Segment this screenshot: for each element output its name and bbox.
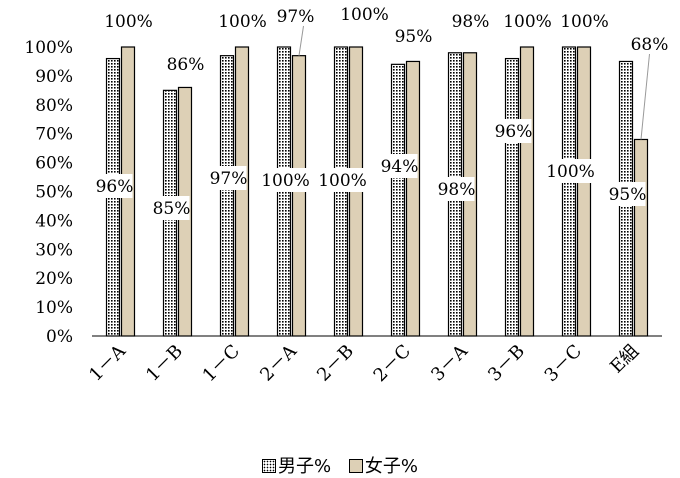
leader-line [299,26,304,56]
bar-female [293,56,306,336]
x-tick-label: 1－B [142,341,187,386]
leader-line [641,54,650,139]
x-tick-label: 2－B [313,341,358,386]
data-label-male: 85% [153,199,191,219]
x-tick-label: 2－A [256,340,302,386]
bar-male [506,59,519,336]
data-label-male: 97% [210,169,248,189]
data-label-female: 97% [277,7,315,27]
x-axis: 1－A 1－B 1－C 2－A 2－B 2－C 3－A 3－B 3－C E組 [85,340,643,386]
y-tick-label: 50% [35,183,73,203]
data-label-female: 100% [503,12,552,32]
x-tick-label: 3－B [484,341,529,386]
y-axis: 0% 10% 20% 30% 40% 50% 60% 70% 80% 90% 100% [24,38,73,347]
data-label-female: 95% [395,27,433,47]
y-tick-label: 0% [46,327,73,347]
x-tick-label: 2－C [370,341,415,386]
data-label-female: 86% [167,55,205,75]
x-tick-label: 3－A [427,340,473,386]
bar-female [407,61,420,336]
y-tick-label: 90% [35,67,73,87]
x-tick-label: 1－C [199,341,244,386]
legend-item-male: 男子% [262,452,331,478]
data-label-female: 100% [340,5,389,25]
legend-item-female: 女子% [349,452,418,478]
data-label-male: 100% [261,171,310,191]
y-tick-label: 40% [35,211,73,231]
bar-female [635,139,648,336]
data-label-female: 100% [104,12,153,32]
x-tick-label: E組 [606,341,643,378]
data-label-male: 94% [381,157,419,177]
legend-label-female: 女子% [365,456,418,477]
x-tick-label: 3－C [541,341,586,386]
bar-male [221,56,234,336]
bars [92,47,662,336]
data-label-male: 98% [438,180,476,200]
y-tick-label: 100% [24,38,73,58]
data-label-female: 68% [631,35,669,55]
y-tick-label: 30% [35,240,73,260]
y-tick-label: 60% [35,154,73,174]
legend-swatch-female [349,459,363,473]
y-tick-label: 10% [35,298,73,318]
bar-female [521,47,534,336]
data-label-male: 100% [546,162,595,182]
data-label-female: 100% [218,12,267,32]
data-label-male: 96% [495,122,533,142]
data-label-female: 100% [560,12,609,32]
legend-label-male: 男子% [278,456,331,477]
data-label-female: 98% [452,12,490,32]
data-label-male: 96% [96,177,134,197]
bar-female [236,47,249,336]
data-label-male: 100% [318,171,367,191]
legend: 男子% 女子% [0,452,680,478]
bar-male [392,64,405,336]
bar-female [578,47,591,336]
legend-swatch-male [262,459,276,473]
y-tick-label: 70% [35,125,73,145]
x-tick-label: 1－A [85,340,131,386]
bar-male [563,47,576,336]
y-tick-label: 80% [35,96,73,116]
y-tick-label: 20% [35,269,73,289]
data-label-male: 95% [609,185,647,205]
